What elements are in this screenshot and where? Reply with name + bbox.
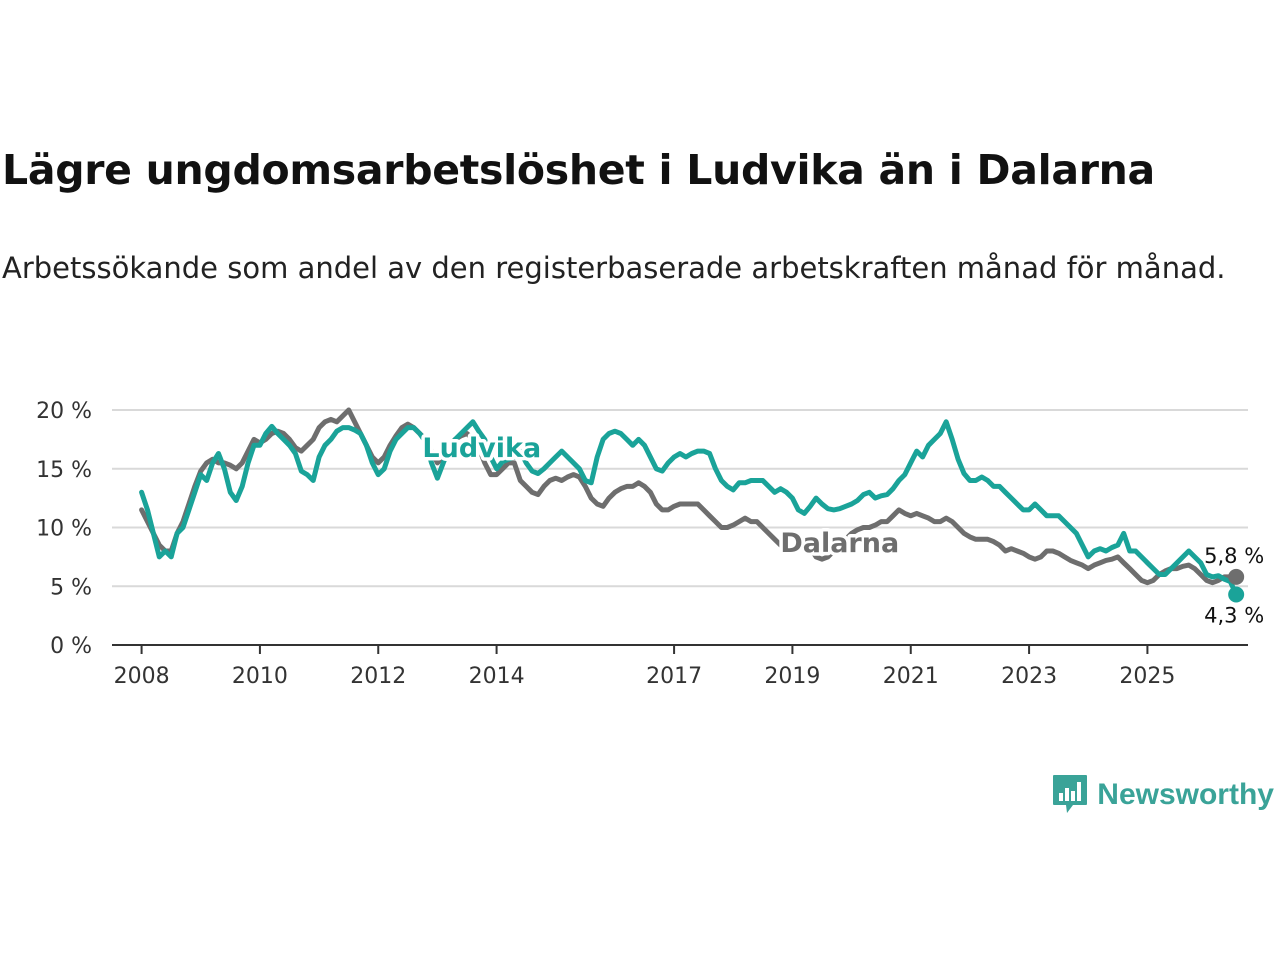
x-tick-label: 2008	[114, 664, 170, 689]
x-tick-label: 2023	[1001, 664, 1057, 689]
ludvika-end-marker	[1228, 586, 1245, 603]
x-tick-label: 2017	[646, 664, 702, 689]
x-tick-label: 2014	[469, 664, 525, 689]
x-tick-label: 2010	[232, 664, 288, 689]
chart-subtitle: Arbetssökande som andel av den registerb…	[2, 251, 1226, 285]
y-tick-label: 15 %	[36, 458, 92, 483]
x-tick-label: 2021	[883, 664, 939, 689]
brand-name: Newsworthy	[1097, 778, 1274, 811]
x-tick-label: 2019	[764, 664, 820, 689]
line-chart: 0 % 5 % 10 % 15 % 20 % 2008 2010 2012 2014 2017 20…	[36, 399, 1264, 689]
bar-chart-speech-bubble-icon	[1053, 775, 1088, 813]
y-tick-label: 20 %	[36, 399, 92, 424]
ludvika-series-label: Ludvika	[422, 433, 541, 464]
x-tick-label: 2025	[1119, 664, 1175, 689]
chart-title: Lägre ungdomsarbetslöshet i Ludvika än i…	[2, 146, 1155, 194]
ludvika-series-line	[139, 419, 1239, 597]
brand-logo: Newsworthy	[1051, 773, 1274, 817]
y-tick-label: 10 %	[36, 517, 92, 542]
y-tick-label: 0 %	[50, 634, 92, 659]
dalarna-series-line	[139, 407, 1239, 586]
dalarna-end-marker	[1228, 568, 1245, 585]
dalarna-end-value-label: 5,8 %	[1204, 544, 1264, 568]
x-tick-label: 2012	[350, 664, 406, 689]
y-tick-label: 5 %	[50, 575, 92, 600]
ludvika-end-value-label: 4,3 %	[1204, 603, 1264, 627]
dalarna-series-label: Dalarna	[780, 528, 899, 559]
